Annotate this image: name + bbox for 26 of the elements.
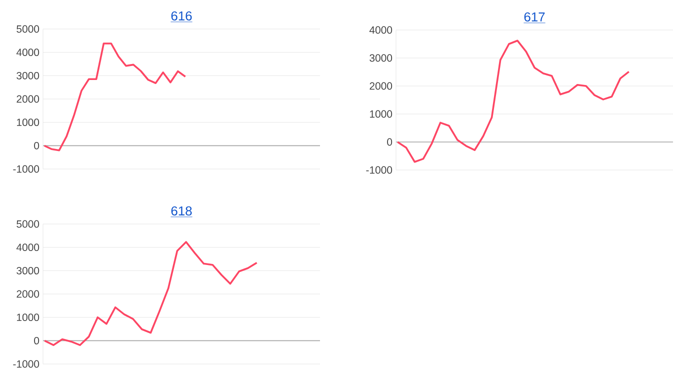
chart-title: 616	[171, 11, 192, 21]
y-tick-label: -1000	[13, 360, 40, 368]
y-tick-label: 0	[34, 142, 40, 150]
y-tick-label: 2000	[370, 82, 392, 90]
y-tick-label: 1000	[17, 314, 40, 322]
line-series	[43, 42, 186, 152]
y-tick-label: 3000	[370, 54, 392, 62]
y-tick-label: 1000	[17, 118, 40, 126]
y-tick-label: -1000	[13, 165, 40, 173]
y-tick-label: 4000	[16, 48, 40, 56]
y-tick-label: 0	[387, 138, 392, 146]
y-tick-label: 3000	[16, 72, 40, 80]
y-tick-label: 0	[34, 336, 40, 344]
y-tick-label: 4000	[369, 26, 392, 34]
y-tick-label: 2000	[16, 95, 40, 103]
y-tick-label: -1000	[366, 166, 392, 174]
y-tick-label: 1000	[370, 110, 392, 118]
y-tick-label: 5000	[16, 220, 40, 228]
y-tick-label: 4000	[16, 244, 40, 252]
line-series	[396, 40, 630, 163]
chart-title: 618	[171, 206, 192, 216]
y-tick-label: 5000	[16, 25, 40, 33]
chart-title: 617	[524, 12, 545, 22]
line-series	[44, 241, 258, 346]
y-tick-label: 2000	[16, 290, 40, 298]
y-tick-label: 3000	[16, 266, 40, 274]
